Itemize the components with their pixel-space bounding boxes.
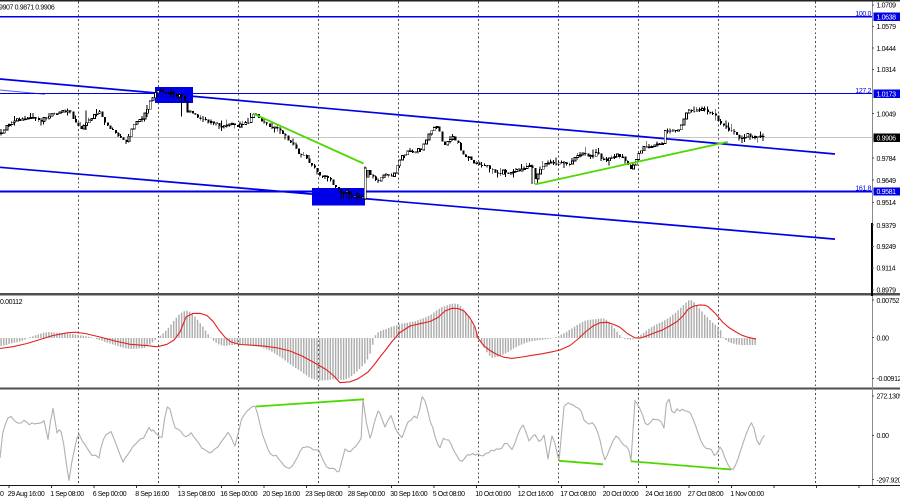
svg-text:5 Oct 08:00: 5 Oct 08:00	[433, 491, 465, 498]
svg-text:272.1309: 272.1309	[877, 393, 900, 400]
svg-text:-0.00912: -0.00912	[877, 376, 900, 383]
svg-text:0: 0	[0, 491, 4, 498]
svg-text:29 Aug 16:00: 29 Aug 16:00	[8, 491, 45, 498]
svg-text:8 Sep 16:00: 8 Sep 16:00	[135, 491, 169, 498]
svg-text:13 Sep 08:00: 13 Sep 08:00	[178, 491, 216, 498]
svg-text:0.00112: 0.00112	[0, 299, 23, 306]
svg-text:-297.920: -297.920	[877, 477, 900, 484]
svg-text:0.00: 0.00	[877, 433, 890, 440]
svg-text:27 Oct 08:00: 27 Oct 08:00	[688, 491, 724, 498]
svg-text:1.0444: 1.0444	[877, 46, 897, 53]
svg-text:1 Nov 00:00: 1 Nov 00:00	[730, 491, 764, 498]
svg-text:28 Sep 00:00: 28 Sep 00:00	[348, 491, 386, 498]
svg-text:1.0314: 1.0314	[877, 67, 897, 74]
svg-text:0.00752: 0.00752	[877, 298, 900, 305]
svg-text:1.0709: 1.0709	[877, 2, 897, 9]
svg-text:0.9379: 0.9379	[877, 223, 897, 230]
svg-text:17 Oct 08:00: 17 Oct 08:00	[560, 491, 596, 498]
svg-text:1 Sep 08:00: 1 Sep 08:00	[50, 491, 84, 498]
svg-text:0.9784: 0.9784	[877, 156, 897, 163]
svg-text:0.9514: 0.9514	[877, 200, 897, 207]
svg-text:23 Sep 08:00: 23 Sep 08:00	[305, 491, 343, 498]
svg-text:0.8979: 0.8979	[877, 288, 897, 295]
svg-text:1.0579: 1.0579	[877, 24, 897, 31]
svg-text:1.0049: 1.0049	[877, 111, 897, 118]
svg-text:100.0: 100.0	[855, 11, 871, 18]
svg-text:10 Oct 00:00: 10 Oct 00:00	[475, 491, 511, 498]
svg-text:127.2: 127.2	[855, 88, 871, 95]
svg-text:9907 0.9871 0.9906: 9907 0.9871 0.9906	[0, 5, 55, 12]
svg-text:24 Oct 16:00: 24 Oct 16:00	[645, 491, 681, 498]
svg-text:16 Sep 00:00: 16 Sep 00:00	[220, 491, 258, 498]
svg-text:0.9249: 0.9249	[877, 244, 897, 251]
svg-text:6 Sep 00:00: 6 Sep 00:00	[93, 491, 127, 498]
svg-text:20 Sep 16:00: 20 Sep 16:00	[263, 491, 301, 498]
svg-text:20 Oct 00:00: 20 Oct 00:00	[603, 491, 639, 498]
svg-text:12 Oct 16:00: 12 Oct 16:00	[518, 491, 554, 498]
svg-text:0.9649: 0.9649	[877, 178, 897, 185]
svg-text:1.0638: 1.0638	[877, 14, 897, 21]
svg-text:0.00: 0.00	[877, 335, 890, 342]
svg-text:0.9114: 0.9114	[877, 266, 896, 273]
svg-text:0.9906: 0.9906	[877, 135, 897, 142]
svg-text:1.0173: 1.0173	[877, 91, 897, 98]
svg-text:30 Sep 16:00: 30 Sep 16:00	[390, 491, 428, 498]
svg-text:161.8: 161.8	[855, 186, 871, 193]
svg-text:0.9581: 0.9581	[877, 189, 897, 196]
